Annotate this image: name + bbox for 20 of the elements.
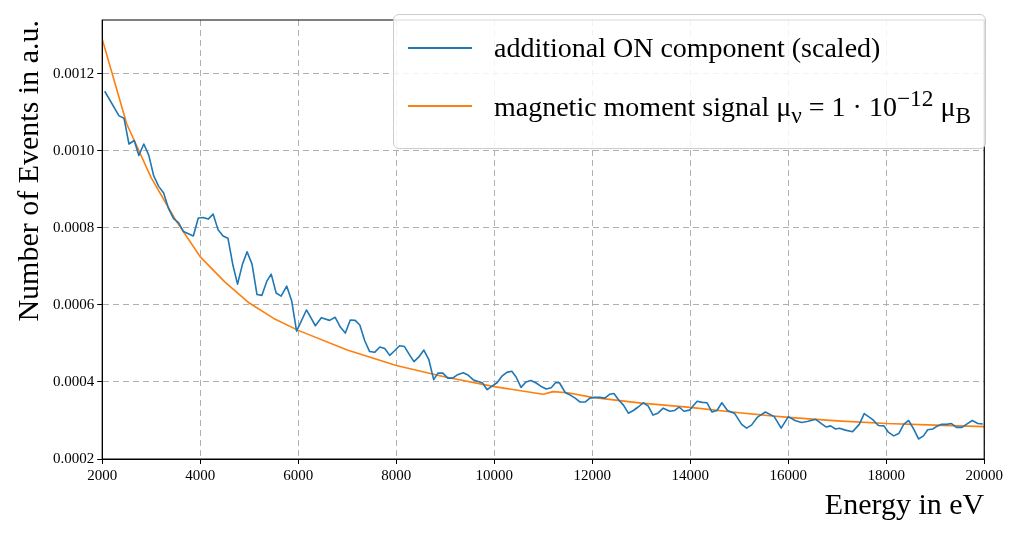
x-tick-label: 4000 <box>185 466 216 483</box>
x-tick-label: 16000 <box>769 466 807 483</box>
x-axis-title: Energy in eV <box>824 486 985 520</box>
x-tick-label: 12000 <box>573 466 611 483</box>
x-tick-label: 8000 <box>381 466 412 483</box>
legend-label: additional ON component (scaled) <box>493 31 881 65</box>
x-tick-label: 10000 <box>475 466 513 483</box>
x-tick-label: 2000 <box>87 466 118 483</box>
x-tick-label: 6000 <box>283 466 314 483</box>
x-tick-label: 14000 <box>671 466 709 483</box>
legend-label: magnetic moment signal μ$_{ν}$ = 1 · 10$^{−12}$ μ$_{B}$ <box>493 84 971 130</box>
y-tick-label: 0.0012 <box>53 64 95 81</box>
y-axis-title: Number of Events in a.u. <box>10 20 44 322</box>
x-tick-label: 18000 <box>867 466 905 483</box>
y-tick-label: 0.0008 <box>53 218 95 235</box>
y-tick-label: 0.0006 <box>53 295 95 312</box>
x-tick-label: 20000 <box>965 466 1003 483</box>
y-tick-label: 0.0010 <box>53 141 95 158</box>
y-tick-label: 0.0004 <box>53 372 95 389</box>
y-tick-label: 0.0002 <box>53 449 95 466</box>
